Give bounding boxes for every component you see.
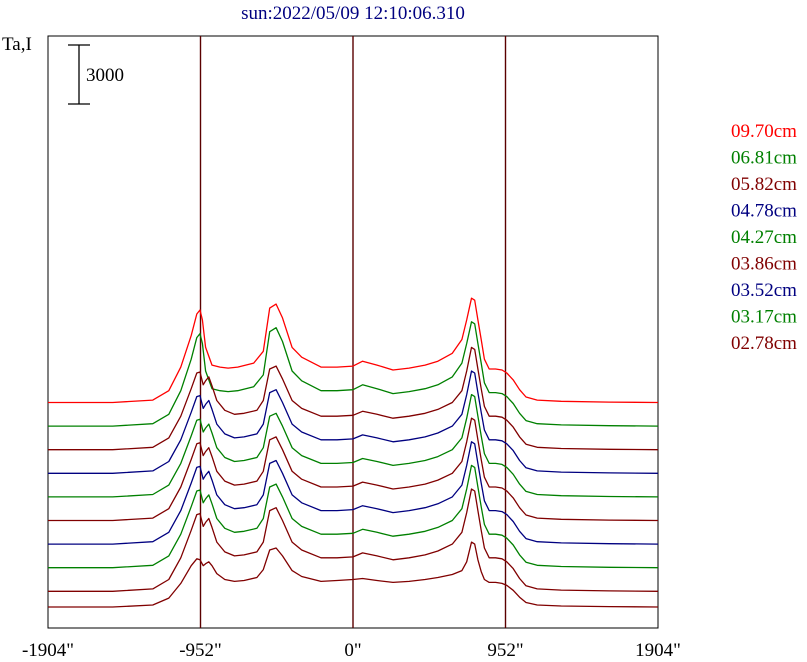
series-line-05-82cm: [48, 346, 659, 451]
chart-title: sun:2022/05/09 12:10:06.310: [241, 3, 465, 24]
scale-bar-label: 3000: [86, 65, 124, 86]
x-tick-label: 1904": [635, 640, 681, 661]
reference-lines: [199, 36, 507, 628]
x-tick-label: -952": [179, 640, 222, 661]
series-line-09-70cm: [48, 297, 659, 404]
series-line-02-78cm: [48, 488, 659, 592]
x-tick-labels: -1904" -952" 0" 952" 1904": [22, 640, 681, 661]
legend: 09.70cm 06.81cm 05.82cm 04.78cm 04.27cm 03.86…: [731, 121, 797, 354]
legend-entry: 06.81cm: [731, 148, 797, 169]
series-line-03-52cm: [48, 441, 659, 545]
x-tick-label: -1904": [22, 640, 74, 661]
legend-entry: 03.52cm: [731, 280, 797, 301]
legend-entry: 04.78cm: [731, 201, 797, 222]
baseline-trace: [48, 541, 659, 608]
legend-entry: 09.70cm: [731, 121, 797, 142]
series-line-03-17cm: [48, 464, 659, 569]
scale-bar: 3000: [68, 44, 124, 105]
y-axis-label: Ta,I: [2, 34, 32, 55]
legend-entry: 05.82cm: [731, 174, 797, 195]
legend-entry: 02.78cm: [731, 333, 797, 354]
series-line-03-86cm: [48, 417, 659, 522]
traces: [48, 297, 659, 608]
series-line-04-78cm: [48, 370, 659, 474]
x-tick-label: 952": [487, 640, 523, 661]
series-line-04-27cm: [48, 393, 659, 498]
x-tick-label: 0": [344, 640, 361, 661]
legend-entry: 03.86cm: [731, 254, 797, 275]
series-line-06-81cm: [48, 321, 659, 427]
legend-entry: 04.27cm: [731, 227, 797, 248]
legend-entry: 03.17cm: [731, 307, 797, 328]
